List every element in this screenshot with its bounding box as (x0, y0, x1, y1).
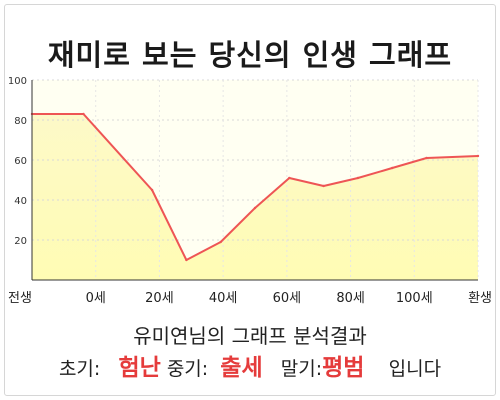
data-point (82, 112, 85, 116)
x-tick-label: 100세 (396, 291, 433, 306)
x-tick-label: 환생 (468, 291, 492, 306)
data-point (356, 176, 360, 180)
x-tick-label: 40세 (209, 291, 238, 306)
early-label: 초기: (58, 358, 101, 380)
early-value: 험난 (118, 355, 161, 381)
area-fill (32, 114, 478, 280)
x-tick-label: 0세 (86, 291, 106, 306)
mid-value: 출세 (220, 355, 263, 381)
x-tick-label: 60세 (273, 291, 302, 306)
mid-label: 중기: (166, 358, 209, 380)
data-point (425, 156, 428, 160)
y-tick-label: 40 (14, 196, 27, 207)
y-tick-label: 80 (14, 116, 27, 127)
data-point (391, 166, 394, 170)
analysis-heading: 유미연님의 그래프 분석결과 (133, 324, 367, 348)
late-value: 평범 (322, 355, 365, 381)
y-tick-label: 20 (14, 236, 27, 247)
data-point (253, 206, 257, 210)
y-tick-label: 60 (14, 156, 27, 167)
data-point (322, 184, 325, 188)
data-point (185, 258, 188, 262)
series-line (32, 113, 479, 261)
late-label: 말기: (280, 358, 323, 380)
x-tick-label: 전생 (8, 291, 32, 306)
data-point (150, 188, 154, 192)
analysis-result: 초기: 험난 중기: 출세 말기:평범 입니다 (0, 348, 500, 382)
page-title: 재미로 보는 당신의 인생 그래프 (47, 38, 453, 72)
data-point (288, 176, 291, 180)
x-tick-label: 80세 (336, 291, 365, 306)
data-point (219, 240, 222, 244)
x-tick-label: 20세 (145, 291, 174, 306)
data-point (476, 154, 480, 158)
y-tick-label: 100 (8, 76, 27, 87)
suffix-text: 입니다 (388, 358, 442, 380)
